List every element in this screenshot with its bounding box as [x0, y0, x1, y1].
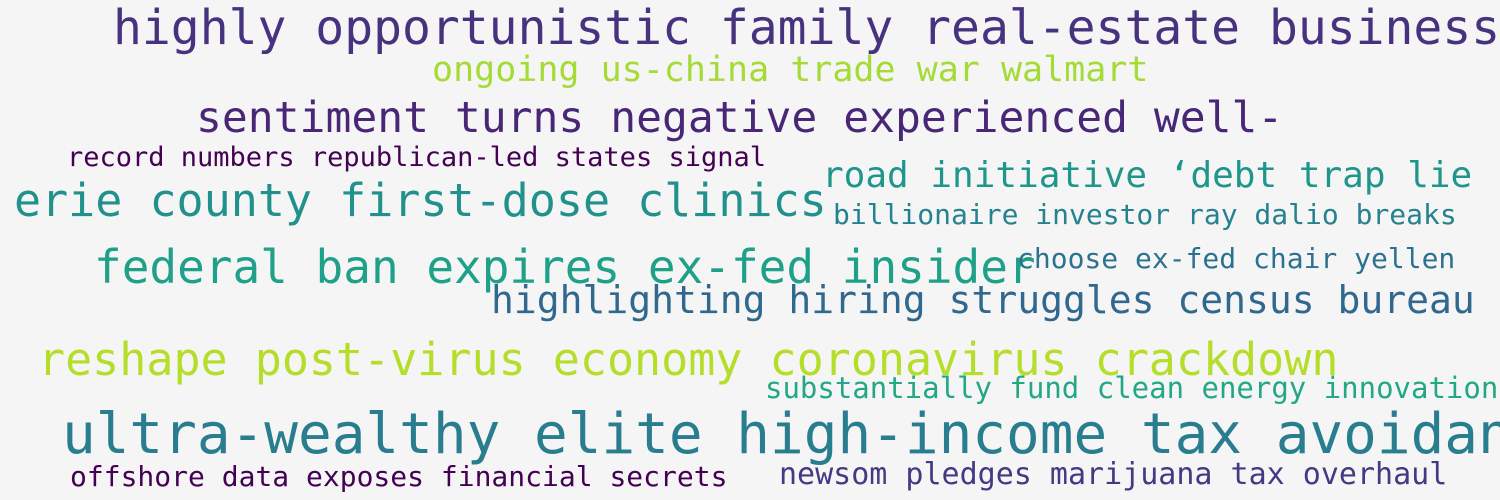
phrase-highlighting-hiring: highlighting hiring struggles census bur…	[491, 278, 1475, 322]
phrase-road-initiative: road initiative ‘debt trap lie	[822, 155, 1473, 196]
phrase-federal-ban-expires: federal ban expires ex-fed insider	[94, 240, 1036, 294]
phrase-highly-opportunistic: highly opportunistic family real-estate …	[113, 0, 1500, 56]
phrase-choose-ex-fed-chair: choose ex-fed chair yellen	[1017, 242, 1456, 275]
phrase-substantially-fund: substantially fund clean energy innovati…	[765, 371, 1499, 405]
phrase-reshape-post-virus: reshape post-virus economy coronavirus c…	[38, 333, 1339, 386]
phrase-ongoing-trade-war: ongoing us-china trade war walmart	[432, 50, 1149, 90]
phrase-sentiment-turns-negative: sentiment turns negative experienced wel…	[196, 93, 1284, 143]
phrase-newsom-pledges: newsom pledges marijuana tax overhaul	[779, 457, 1448, 492]
phrase-record-numbers: record numbers republican-led states sig…	[67, 142, 766, 173]
phrase-billionaire-investor: billionaire investor ray dalio breaks	[833, 198, 1457, 231]
phrase-erie-county: erie county first-dose clinics	[14, 174, 827, 227]
phrase-offshore-data: offshore data exposes financial secrets	[70, 460, 728, 493]
phrase-ultra-wealthy-elite: ultra-wealthy elite high-income tax avoi…	[62, 402, 1500, 467]
